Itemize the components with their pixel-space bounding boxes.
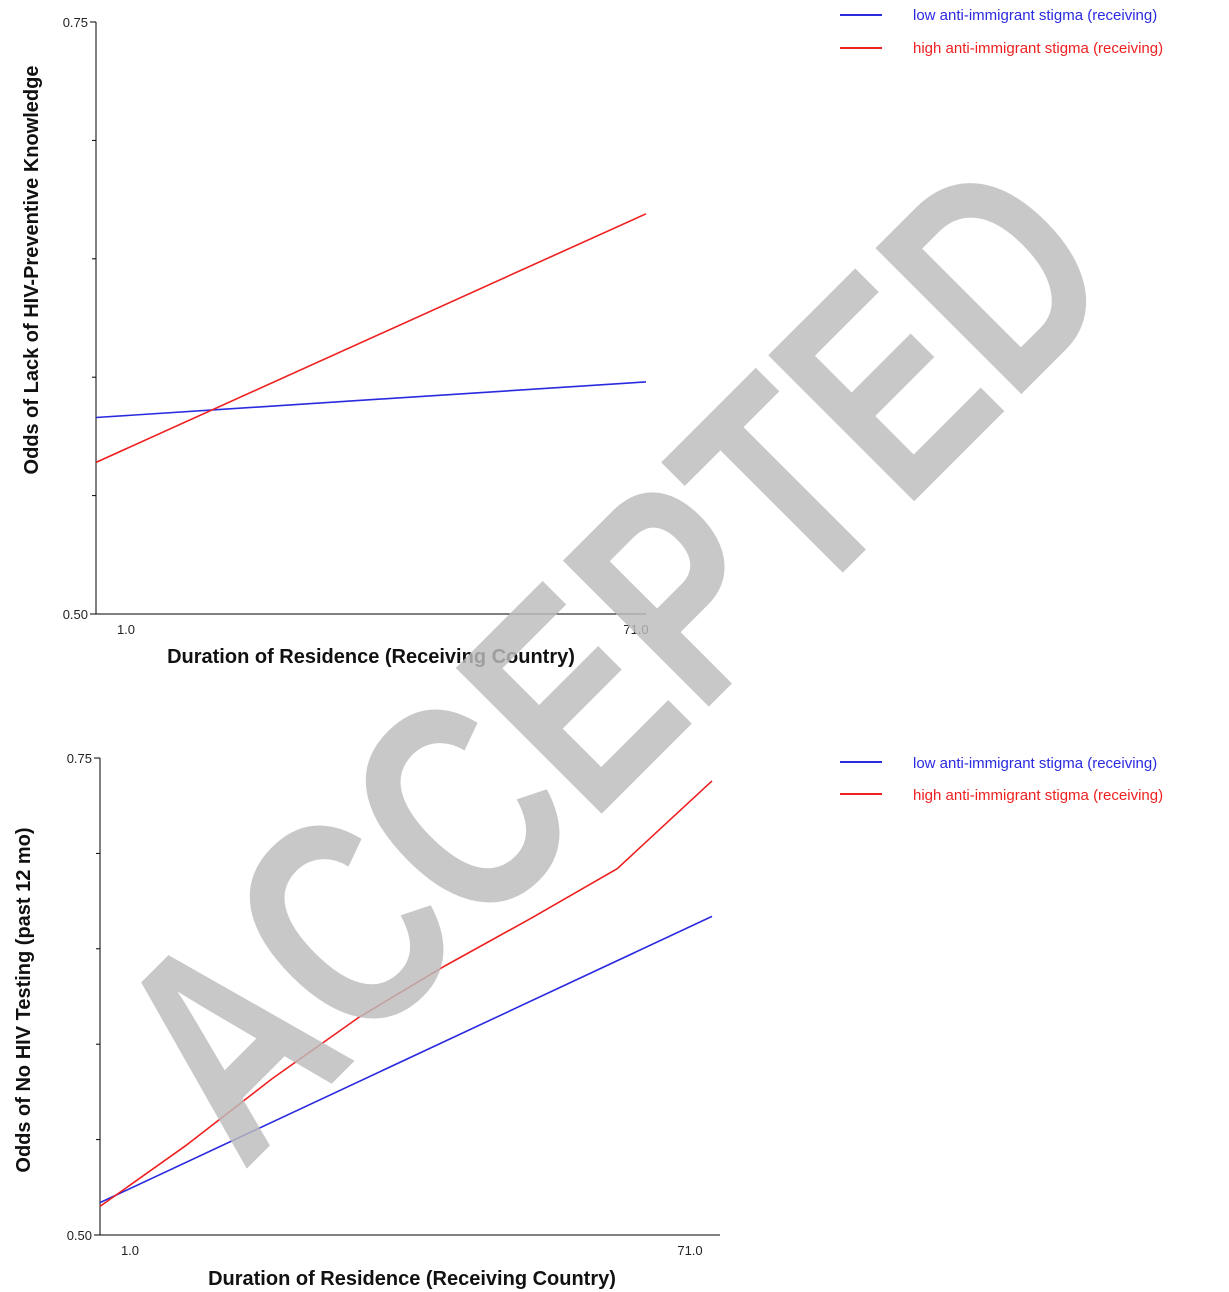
- legend-label-high: high anti-immigrant stigma (receiving): [913, 40, 1163, 57]
- chart-testing: 0.75 0.50 1.0 71.0 Duration of Residence…: [13, 751, 1163, 1290]
- x-tick-label-end: 71.0: [623, 622, 648, 637]
- series-line-low-stigma: [99, 915, 713, 1204]
- series-line-high-stigma: [95, 213, 647, 464]
- legend-label-high: high anti-immigrant stigma (receiving): [913, 787, 1163, 804]
- x-tick-label-start: 1.0: [121, 1243, 139, 1258]
- x-tick-label-start: 1.0: [117, 622, 135, 637]
- x-axis-title: Duration of Residence (Receiving Country…: [167, 646, 575, 668]
- series-line-high-stigma: [99, 780, 713, 1208]
- y-tick-label-bottom: 0.50: [67, 1228, 92, 1243]
- y-axis-title: Odds of Lack of HIV-Preventive Knowledge: [21, 66, 43, 475]
- x-tick-label-end: 71.0: [677, 1243, 702, 1258]
- series-layer: [99, 780, 713, 1208]
- series-layer: [95, 213, 647, 464]
- legend: low anti-immigrant stigma (receiving) hi…: [840, 755, 1163, 804]
- chart-knowledge: 0.75 0.50 1.0 71.0 Duration of Residence…: [21, 7, 1163, 668]
- y-tick-label-bottom: 0.50: [63, 607, 88, 622]
- legend-label-low: low anti-immigrant stigma (receiving): [913, 7, 1157, 24]
- y-minor-ticks: [92, 139, 96, 497]
- y-minor-ticks: [96, 852, 100, 1141]
- legend: low anti-immigrant stigma (receiving) hi…: [840, 7, 1163, 57]
- y-tick-label-top: 0.75: [67, 751, 92, 766]
- y-axis-title: Odds of No HIV Testing (past 12 mo): [13, 827, 35, 1172]
- series-line-low-stigma: [95, 381, 647, 419]
- x-axis-title: Duration of Residence (Receiving Country…: [208, 1268, 616, 1290]
- legend-label-low: low anti-immigrant stigma (receiving): [913, 755, 1157, 772]
- y-tick-label-top: 0.75: [63, 15, 88, 30]
